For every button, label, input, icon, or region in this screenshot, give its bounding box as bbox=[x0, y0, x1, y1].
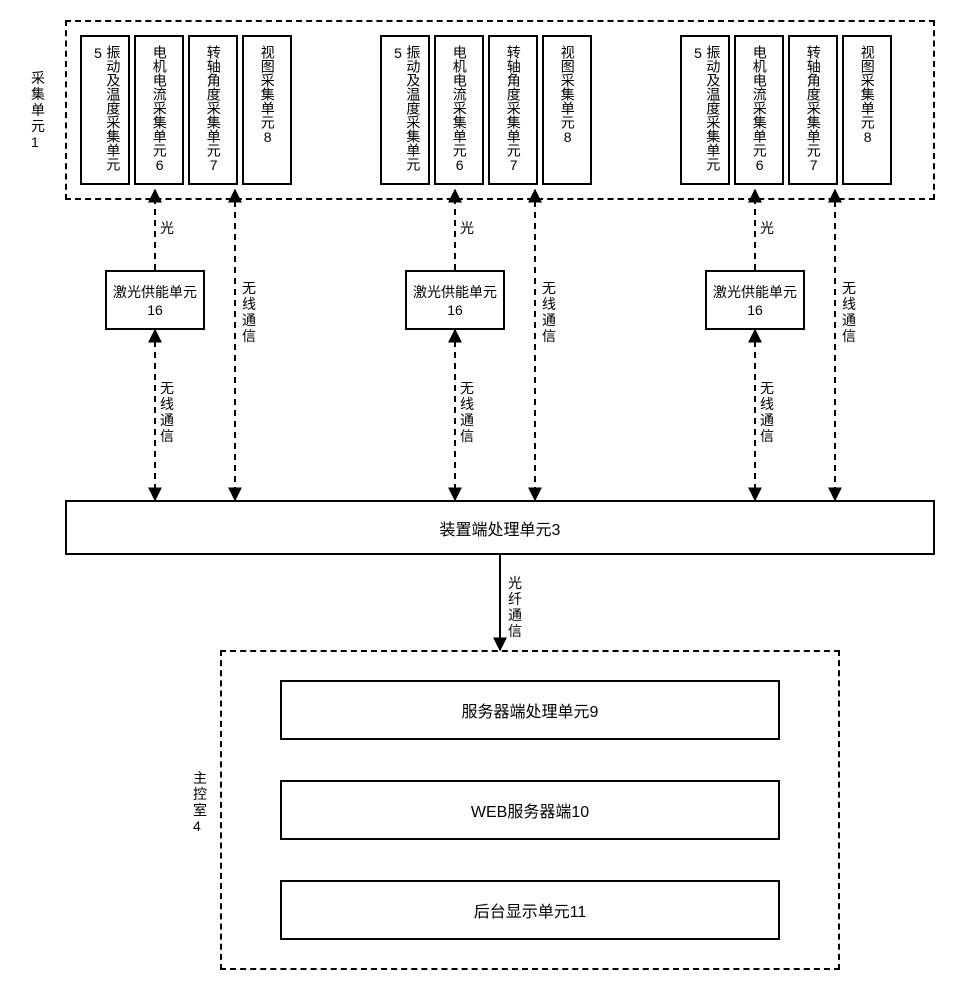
edge-label-light: 光 bbox=[460, 220, 474, 236]
edge-label-wireless: 无线通信 bbox=[160, 380, 174, 444]
web-server-box: WEB服务器端10 bbox=[280, 780, 780, 840]
cell-shaft-angle: 转轴角度采集单元7 bbox=[488, 35, 538, 185]
edge-label-fiber: 光纤通信 bbox=[508, 575, 522, 639]
edge-label-wireless: 无线通信 bbox=[760, 380, 774, 444]
laser-supply-box: 激光供能单元16 bbox=[705, 270, 805, 330]
label-collect-unit: 采集单元1 bbox=[28, 70, 48, 150]
cell-shaft-angle: 转轴角度采集单元7 bbox=[188, 35, 238, 185]
edge-label-wireless: 无线通信 bbox=[542, 280, 556, 344]
cell-view: 视图采集单元8 bbox=[242, 35, 292, 185]
cell-vib-temp: 振动及温度采集单元5 bbox=[680, 35, 730, 185]
edge-label-light: 光 bbox=[160, 220, 174, 236]
server-proc-box: 服务器端处理单元9 bbox=[280, 680, 780, 740]
cell-vib-temp: 振动及温度采集单元5 bbox=[80, 35, 130, 185]
cell-view: 视图采集单元8 bbox=[542, 35, 592, 185]
backend-display-box: 后台显示单元11 bbox=[280, 880, 780, 940]
cell-motor-current: 电机电流采集单元6 bbox=[434, 35, 484, 185]
device-proc-box: 装置端处理单元3 bbox=[65, 500, 935, 555]
cell-shaft-angle: 转轴角度采集单元7 bbox=[788, 35, 838, 185]
laser-supply-box: 激光供能单元16 bbox=[405, 270, 505, 330]
cell-motor-current: 电机电流采集单元6 bbox=[134, 35, 184, 185]
diagram-canvas: 采集单元1 振动及温度采集单元5 电机电流采集单元6 转轴角度采集单元7 视图采… bbox=[20, 20, 936, 980]
cell-view: 视图采集单元8 bbox=[842, 35, 892, 185]
label-main-control: 主控室4 bbox=[190, 770, 210, 834]
edge-label-wireless: 无线通信 bbox=[842, 280, 856, 344]
laser-supply-box: 激光供能单元16 bbox=[105, 270, 205, 330]
edge-label-light: 光 bbox=[760, 220, 774, 236]
edge-label-wireless: 无线通信 bbox=[242, 280, 256, 344]
edge-label-wireless: 无线通信 bbox=[460, 380, 474, 444]
cell-motor-current: 电机电流采集单元6 bbox=[734, 35, 784, 185]
cell-vib-temp: 振动及温度采集单元5 bbox=[380, 35, 430, 185]
